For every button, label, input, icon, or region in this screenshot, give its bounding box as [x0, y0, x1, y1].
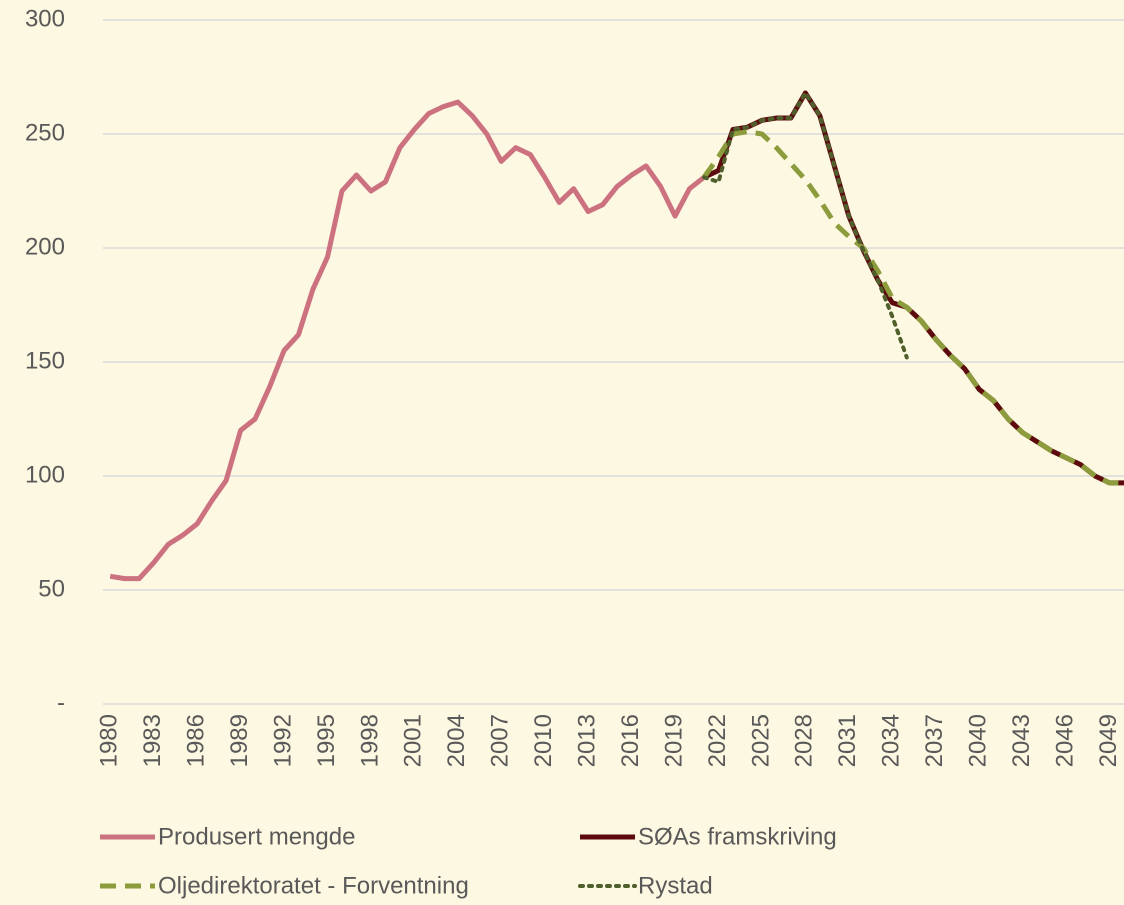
- series-line: [109, 99, 706, 582]
- x-tick-label: 2043: [1008, 714, 1035, 767]
- x-tick-label: 2019: [660, 714, 687, 767]
- x-tick-label: 2040: [965, 714, 992, 767]
- x-tick-label: 1980: [96, 714, 123, 767]
- legend-label: Oljedirektoratet - Forventning: [158, 872, 469, 899]
- series-line: [702, 90, 909, 360]
- series-line: [701, 129, 1124, 486]
- x-tick-label: 2010: [530, 714, 557, 767]
- x-tick-label: 2046: [1051, 714, 1078, 767]
- series-line: [702, 90, 1124, 486]
- x-tick-label: 2025: [747, 714, 774, 767]
- y-tick-label: 250: [25, 119, 65, 146]
- x-tick-label: 2037: [921, 714, 948, 767]
- legend-label: Rystad: [638, 872, 713, 899]
- x-tick-label: 2034: [878, 714, 905, 767]
- x-tick-label: 2001: [400, 714, 427, 767]
- y-tick-label: 150: [25, 347, 65, 374]
- x-tick-label: 2004: [443, 714, 470, 767]
- x-tick-label: 1992: [269, 714, 296, 767]
- x-tick-label: 1989: [226, 714, 253, 767]
- x-tick-label: 2007: [487, 714, 514, 767]
- y-tick-label: 100: [25, 461, 65, 488]
- x-tick-label: 1995: [313, 714, 340, 767]
- y-tick-label: 50: [38, 575, 65, 602]
- y-tick-label: 300: [25, 5, 65, 32]
- x-tick-label: 2031: [834, 714, 861, 767]
- x-tick-label: 2013: [573, 714, 600, 767]
- x-tick-label: 2022: [704, 714, 731, 767]
- x-tick-label: 2016: [617, 714, 644, 767]
- y-tick-label: 200: [25, 233, 65, 260]
- legend-label: SØAs framskriving: [638, 823, 837, 850]
- x-tick-label: 2049: [1095, 714, 1122, 767]
- y-tick-label: -: [57, 689, 65, 716]
- x-tick-label: 2028: [791, 714, 818, 767]
- x-tick-label: 1983: [139, 714, 166, 767]
- x-tick-label: 1986: [182, 714, 209, 767]
- legend-label: Produsert mengde: [158, 823, 355, 850]
- x-tick-label: 1998: [356, 714, 383, 767]
